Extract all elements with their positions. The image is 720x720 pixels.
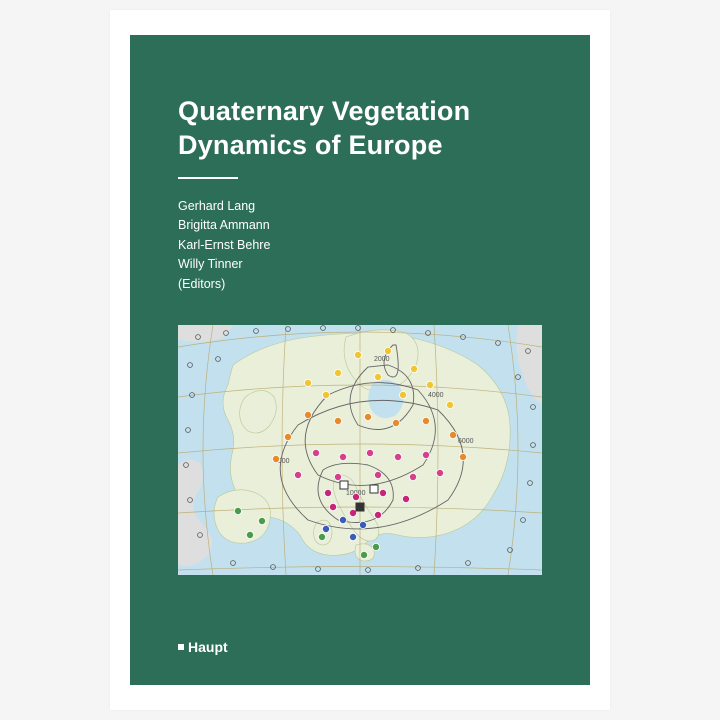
editors-label: (Editors)	[178, 275, 270, 294]
book-title: Quaternary Vegetation Dynamics of Europe	[178, 95, 470, 163]
title-line-2: Dynamics of Europe	[178, 130, 443, 160]
title-rule	[178, 177, 238, 179]
author-list: Gerhard Lang Brigitta Ammann Karl-Ernst …	[178, 197, 270, 294]
author: Gerhard Lang	[178, 197, 270, 216]
book-cover: Quaternary Vegetation Dynamics of Europe…	[130, 35, 590, 685]
author: Karl-Ernst Behre	[178, 236, 270, 255]
author: Willy Tinner	[178, 255, 270, 274]
publisher-name: Haupt	[188, 639, 228, 655]
publisher: Haupt	[178, 639, 228, 655]
europe-map: 200040006000800010000	[178, 325, 542, 575]
title-line-1: Quaternary Vegetation	[178, 96, 470, 126]
image-frame: Quaternary Vegetation Dynamics of Europe…	[110, 10, 610, 710]
svg-text:2000: 2000	[374, 356, 390, 363]
svg-text:4000: 4000	[428, 392, 444, 399]
publisher-mark-icon	[178, 644, 184, 650]
map-svg: 200040006000800010000	[178, 325, 542, 575]
author: Brigitta Ammann	[178, 216, 270, 235]
